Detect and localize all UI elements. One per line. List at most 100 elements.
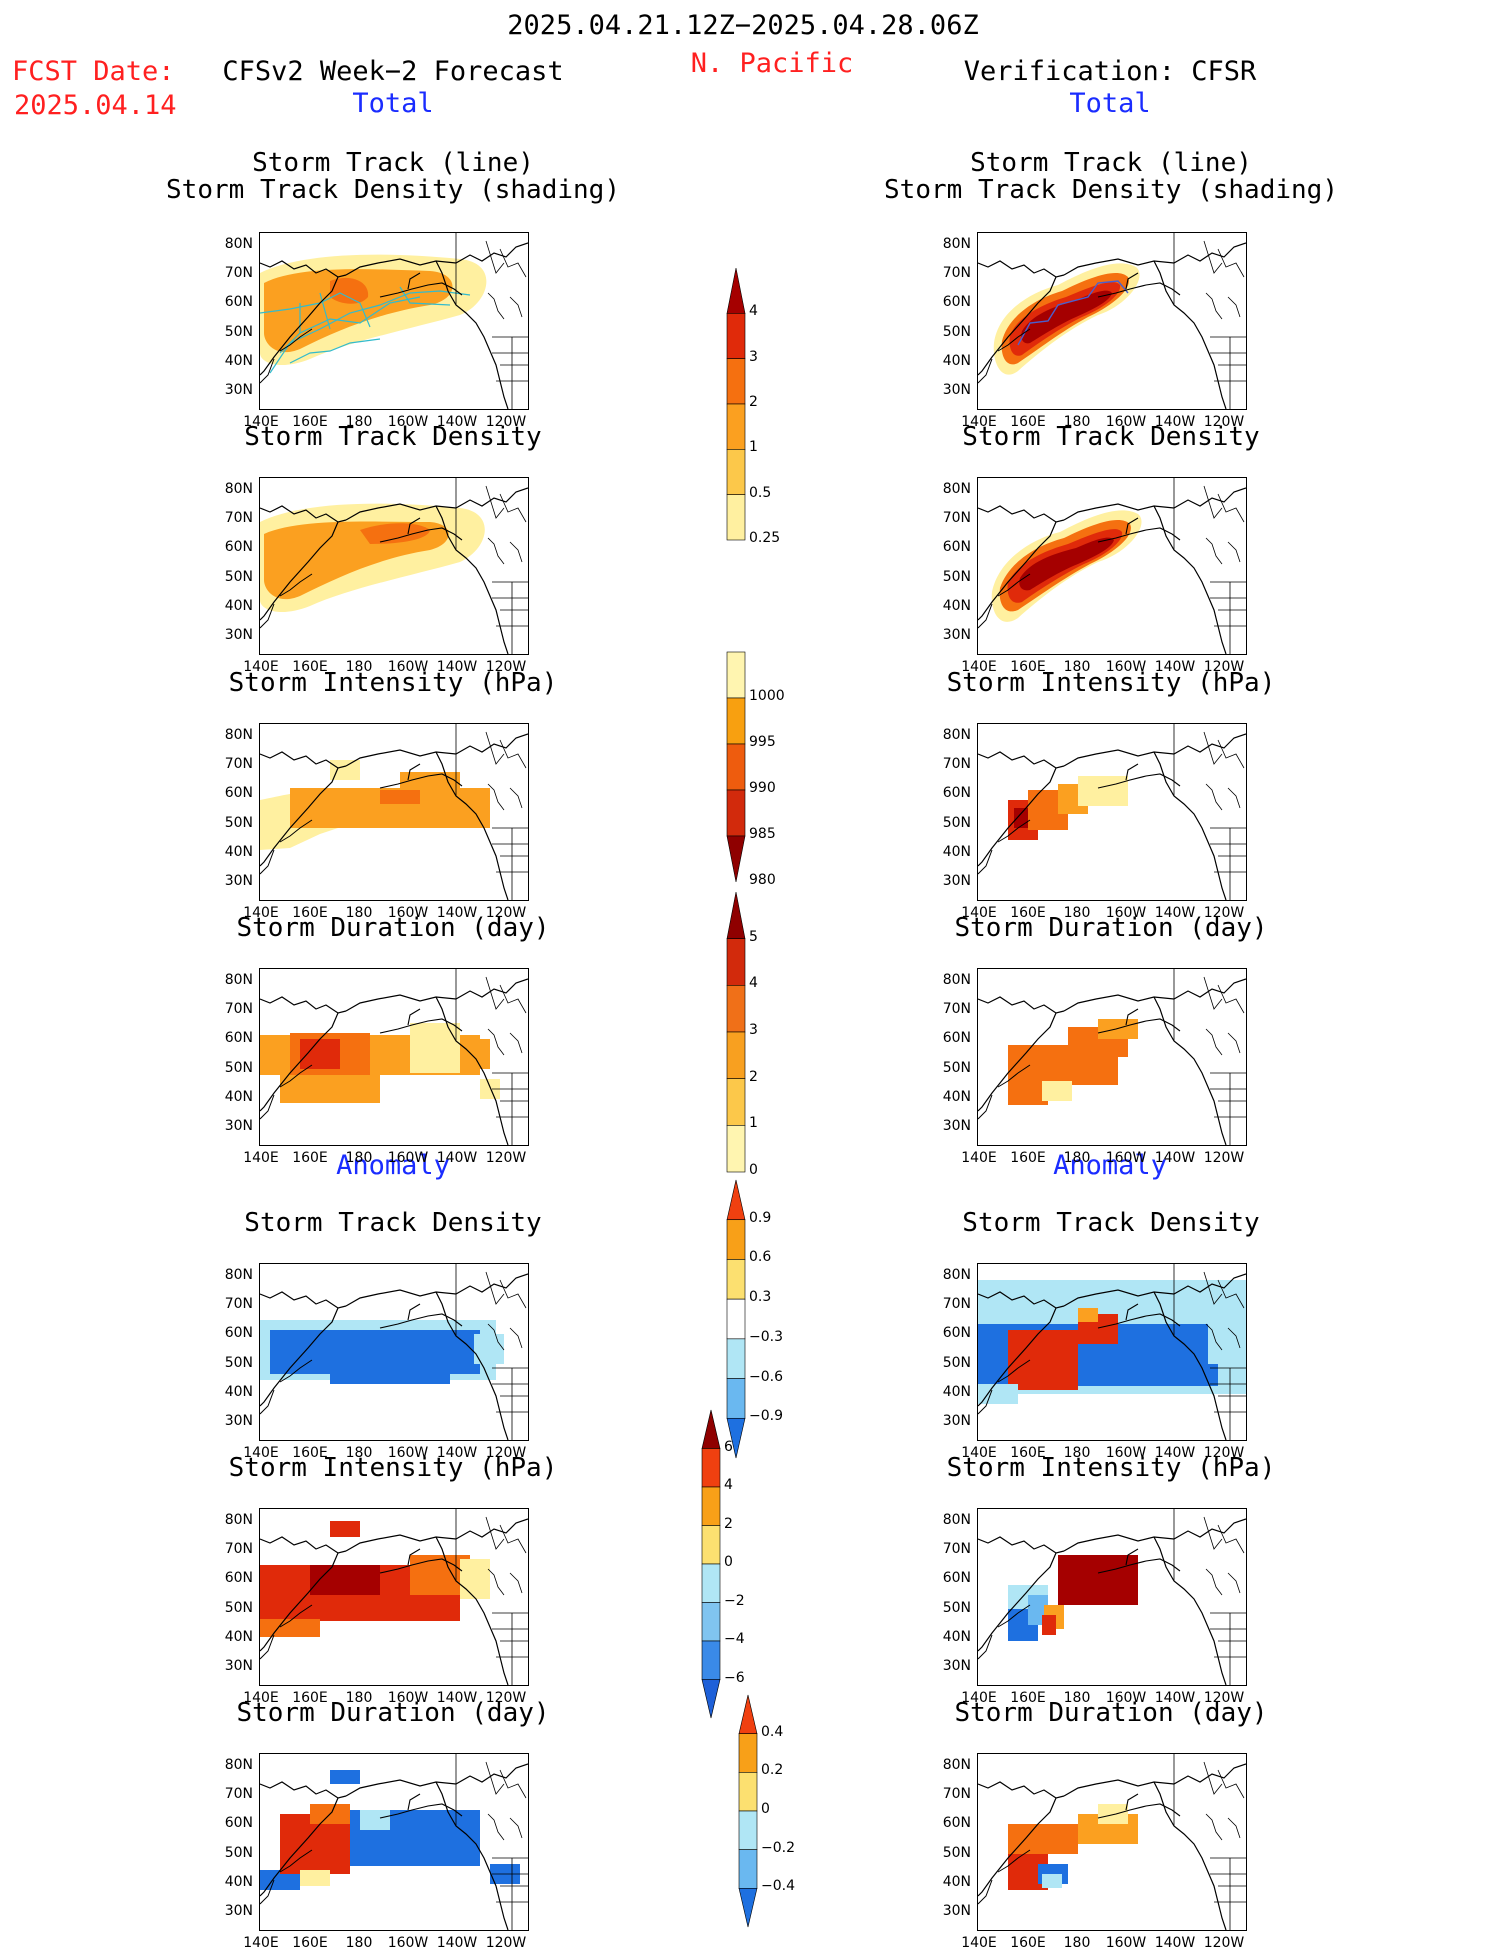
vf-adur-lat-label: 70N [942, 1786, 971, 1803]
vf-adur-lon-label: 160E [1010, 1935, 1046, 1951]
fc-adens-lon-label: 160W [387, 1445, 429, 1461]
vf-adur-lon-label: 140E [961, 1935, 997, 1951]
vf-track-lat-label: 70N [942, 265, 971, 282]
fc-dur-lon-label: 160E [292, 1150, 328, 1166]
intensity-anom-colorbar-label: −4 [724, 1631, 745, 1647]
fc-aint-map [259, 1508, 529, 1686]
vf-aint-lat-label: 80N [942, 1512, 971, 1528]
vf-aint-lon-label: 160E [1010, 1690, 1046, 1706]
vf-dur-lat-label: 40N [942, 1088, 971, 1105]
vf-dens-lat-label: 40N [942, 597, 971, 614]
vf-adur-lat-label: 40N [942, 1873, 971, 1890]
vf-dur-title-1: Storm Duration (day) [954, 913, 1268, 943]
fc-dur-lon-label: 140W [436, 1150, 478, 1166]
vf-dur-lat-label: 80N [942, 972, 971, 988]
region-label: N. Pacific [690, 48, 854, 79]
vf-dens-lat-label: 80N [942, 481, 971, 497]
fc-aint-lon-label: 140W [436, 1690, 478, 1706]
fc-aint-lat-label: 60N [224, 1570, 253, 1587]
fc-dens-title-1: Storm Track Density [244, 422, 542, 452]
duration-anom-colorbar [737, 1693, 759, 1933]
fc-adur-lon-label: 120W [485, 1935, 527, 1951]
vf-adur-lon-label: 180 [1063, 1935, 1091, 1951]
intensity-anom-colorbar-label: 0 [724, 1554, 733, 1570]
vf-int-lat-label: 80N [942, 727, 971, 743]
fc-adur-lat-label: 80N [224, 1757, 253, 1773]
vf-dur-lon-label: 180 [1063, 1150, 1091, 1166]
vf-adens-lat-label: 50N [942, 1354, 971, 1371]
fc-track-lon-label: 160E [292, 414, 328, 430]
fc-aint-title-1: Storm Intensity (hPa) [228, 1453, 558, 1483]
vf-adens-lat-label: 70N [942, 1296, 971, 1313]
fc-adur-lat-label: 30N [224, 1903, 253, 1919]
density-total-colorbar-label: 2 [749, 394, 758, 410]
vf-adens-lon-label: 160E [1010, 1445, 1046, 1461]
vf-int-lon-label: 140E [961, 905, 997, 921]
date-range: 2025.04.21.12Z−2025.04.28.06Z [507, 10, 979, 41]
fc-dens-lon-label: 140E [243, 659, 279, 675]
fc-adens-lat-label: 30N [224, 1413, 253, 1429]
fc-aint-lat-label: 50N [224, 1599, 253, 1616]
fc-dens-lon-label: 160E [292, 659, 328, 675]
vf-track-lat-label: 60N [942, 294, 971, 311]
vf-dur-lon-label: 160W [1105, 1150, 1147, 1166]
fc-aint-lat-label: 40N [224, 1628, 253, 1645]
fc-track-lon-label: 140W [436, 414, 478, 430]
vf-dur-lon-label: 140W [1154, 1150, 1196, 1166]
vf-track-map [977, 232, 1247, 410]
vf-dur-lat-label: 30N [942, 1118, 971, 1134]
fc-adens-lon-label: 160E [292, 1445, 328, 1461]
fc-dens-lat-label: 80N [224, 481, 253, 497]
vf-adens-lat-label: 40N [942, 1383, 971, 1400]
vf-adur-lat-label: 60N [942, 1815, 971, 1832]
fc-int-map [259, 723, 529, 901]
fc-adur-lon-label: 140W [436, 1935, 478, 1951]
intensity-total-colorbar-label: 990 [749, 780, 776, 796]
density-total-colorbar [725, 266, 747, 546]
fc-int-lon-label: 180 [345, 905, 373, 921]
fc-adur-lon-label: 160W [387, 1935, 429, 1951]
fc-aint-lon-label: 120W [485, 1690, 527, 1706]
fc-dur-lat-label: 80N [224, 972, 253, 988]
vf-dur-lon-label: 120W [1203, 1150, 1245, 1166]
density-total-colorbar-label: 3 [749, 348, 758, 365]
fc-adur-lat-label: 40N [224, 1873, 253, 1890]
left-anomaly-label: Anomaly [336, 1150, 450, 1181]
vf-track-title-2: Storm Track Density (shading) [884, 175, 1338, 205]
fc-dur-title-1: Storm Duration (day) [236, 913, 550, 943]
intensity-anom-colorbar [700, 1408, 722, 1724]
intensity-total-colorbar [725, 650, 747, 888]
vf-dens-lon-label: 180 [1063, 659, 1091, 675]
fc-track-lat-label: 60N [224, 294, 253, 311]
vf-track-lat-label: 80N [942, 236, 971, 252]
vf-dens-lat-label: 50N [942, 568, 971, 585]
vf-track-lat-label: 40N [942, 352, 971, 369]
fc-track-title-2: Storm Track Density (shading) [166, 175, 620, 205]
vf-aint-lon-label: 160W [1105, 1690, 1147, 1706]
fc-dur-map [259, 968, 529, 1146]
vf-aint-lat-label: 40N [942, 1628, 971, 1645]
duration-total-colorbar-label: 0 [749, 1162, 758, 1178]
fc-dens-lat-label: 40N [224, 597, 253, 614]
vf-dens-map [977, 477, 1247, 655]
duration-total-colorbar-label: 1 [749, 1115, 758, 1132]
intensity-total-colorbar-label: 980 [749, 872, 776, 888]
fc-int-lon-label: 160W [387, 905, 429, 921]
fcst-date-label: FCST Date: [12, 56, 175, 87]
fc-track-map [259, 232, 529, 410]
fc-adur-lat-label: 70N [224, 1786, 253, 1803]
duration-anom-colorbar-label: −0.4 [761, 1878, 795, 1895]
fc-int-lat-label: 60N [224, 785, 253, 802]
vf-int-lon-label: 120W [1203, 905, 1245, 921]
fc-adur-lon-label: 180 [345, 1935, 373, 1951]
vf-adur-lon-label: 120W [1203, 1935, 1245, 1951]
duration-total-colorbar-label: 5 [749, 928, 758, 945]
fc-int-lon-label: 120W [485, 905, 527, 921]
vf-int-lat-label: 60N [942, 785, 971, 802]
density-anom-colorbar-label: 0.3 [749, 1289, 772, 1306]
vf-track-lon-label: 140W [1154, 414, 1196, 430]
vf-dur-lat-label: 50N [942, 1059, 971, 1076]
right-column-title: Verification: CFSR [963, 56, 1257, 87]
vf-track-lon-label: 120W [1203, 414, 1245, 430]
fc-int-lat-label: 80N [224, 727, 253, 743]
